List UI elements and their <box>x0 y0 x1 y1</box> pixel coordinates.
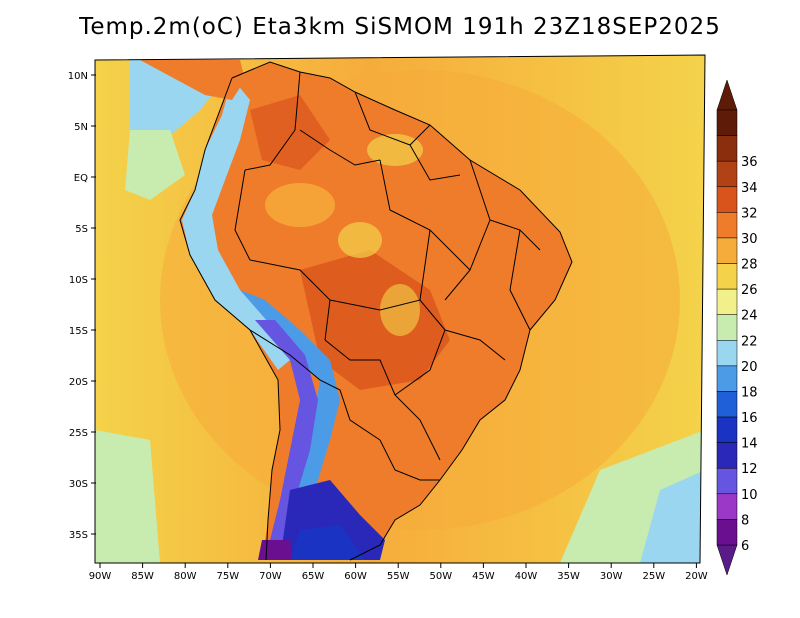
colorbar-segment <box>716 237 738 264</box>
colorbar-segment <box>716 416 738 443</box>
colorbar-label: 18 <box>741 385 758 400</box>
lon-tick-label: 30W <box>600 571 623 582</box>
cooler-amazon-spot <box>265 183 335 227</box>
lon-tick-label: 40W <box>515 571 538 582</box>
map-title: Temp.2m(oC) Eta3km SiSMOM 191h 23Z18SEP2… <box>79 14 721 40</box>
lat-tick-label: 5S <box>75 224 88 235</box>
cooler-guiana-spot <box>367 134 423 166</box>
colorbar-label: 30 <box>741 232 758 247</box>
cool-pacific-south <box>95 430 160 563</box>
colorbar-label: 34 <box>741 181 758 196</box>
colorbar-label: 36 <box>741 155 758 170</box>
latitude-axis: 10N 5N EQ 5S 10S 15S 20S 25S 30S 35S <box>68 71 96 541</box>
colorbar-segment <box>716 519 738 546</box>
colorbar-segment <box>716 340 738 367</box>
lat-tick-label: 10N <box>68 71 88 82</box>
central-america-land <box>140 60 245 100</box>
lat-tick-label: 10S <box>69 275 88 286</box>
lat-tick-label: 25S <box>69 428 88 439</box>
andes-coldest-core <box>255 320 318 545</box>
colorbar-label: 24 <box>741 309 758 324</box>
colorbar-segment <box>716 212 738 239</box>
colorbar-label: 14 <box>741 437 758 452</box>
colorbar-label: 16 <box>741 411 758 426</box>
lon-tick-label: 85W <box>131 571 154 582</box>
hot-north-patch <box>250 95 330 170</box>
lat-tick-label: 35S <box>69 530 88 541</box>
lon-tick-label: 90W <box>89 571 112 582</box>
lon-tick-label: 70W <box>259 571 282 582</box>
colorbar-label: 20 <box>741 360 758 375</box>
colorbar-label: 6 <box>741 539 749 554</box>
lon-tick-label: 80W <box>174 571 197 582</box>
cooler-amazon-spot <box>338 222 382 258</box>
lat-tick-label: 5N <box>74 122 88 133</box>
lon-tick-label: 20W <box>685 571 708 582</box>
map-frame <box>94 54 706 564</box>
colorbar-label: 10 <box>741 488 758 503</box>
cooler-plateau-spot <box>380 284 420 336</box>
lon-tick-label: 45W <box>472 571 495 582</box>
colorbar-segment <box>716 160 738 188</box>
lat-tick-label: EQ <box>74 173 88 184</box>
lon-tick-label: 65W <box>302 571 325 582</box>
colorbar-label: 8 <box>741 513 749 528</box>
colorbar-label: 22 <box>741 334 758 349</box>
colorbar-segment <box>716 135 738 162</box>
lat-tick-label: 20S <box>69 377 88 388</box>
longitude-axis: 90W 85W 80W 75W 70W 65W 60W 55W 50W 45W 40W 35W 30W 2… <box>89 563 708 582</box>
colorbar: 6 8 10 12 14 16 18 20 22 24 26 28 30 32 34 36 <box>716 79 758 576</box>
southern-andes-cool <box>240 290 340 560</box>
colorbar-bottom-arrow <box>716 544 738 576</box>
colorbar-label: 28 <box>741 258 758 273</box>
colorbar-segment <box>716 288 738 315</box>
lat-tick-label: 15S <box>69 326 88 337</box>
colorbar-segment <box>716 263 738 290</box>
tierra-del-fuego-coldest <box>258 540 292 560</box>
map-domain <box>95 55 705 563</box>
lon-tick-label: 50W <box>429 571 452 582</box>
lon-tick-label: 25W <box>642 571 665 582</box>
colorbar-segment <box>716 314 738 341</box>
colorbar-segment <box>716 442 738 469</box>
country-borders <box>179 61 573 561</box>
colorbar-segment <box>716 365 738 392</box>
andes-cold-band <box>182 78 290 370</box>
colorbar-segment <box>716 493 738 520</box>
colorbar-label: 12 <box>741 462 758 477</box>
colorbar-label: 32 <box>741 206 758 221</box>
colorbar-segment <box>716 186 738 213</box>
colorbar-segment <box>716 109 738 136</box>
lon-tick-label: 60W <box>344 571 367 582</box>
lon-tick-label: 55W <box>387 571 410 582</box>
colorbar-label: 26 <box>741 283 758 298</box>
colder-atlantic-south <box>640 470 705 563</box>
mild-pacific-patch <box>125 130 185 200</box>
lon-tick-label: 75W <box>216 571 239 582</box>
lat-tick-label: 30S <box>69 479 88 490</box>
colorbar-segment <box>716 391 738 418</box>
patagonia-colder <box>290 525 365 560</box>
lon-tick-label: 35W <box>557 571 580 582</box>
colorbar-segment <box>716 467 738 495</box>
hot-interior-patch <box>300 250 450 390</box>
colorbar-top-arrow <box>716 79 738 111</box>
